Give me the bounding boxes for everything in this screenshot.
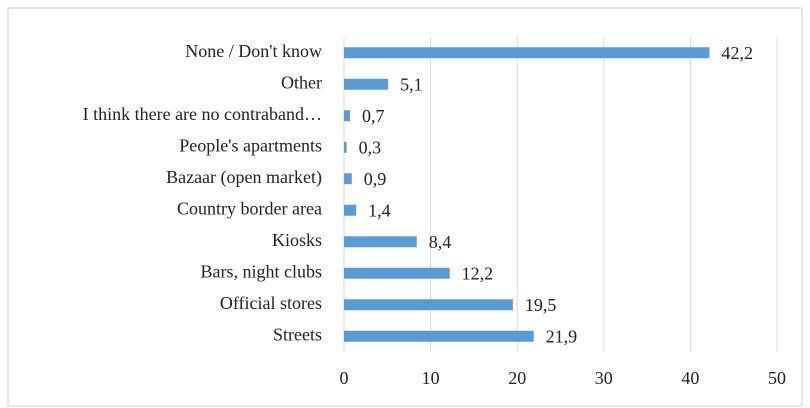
y-tick-label: Kiosks [272,230,322,250]
value-label: 0,7 [362,106,385,126]
bar [344,236,417,248]
x-tick-label: 10 [422,368,440,388]
bar [344,78,389,90]
bar [344,204,357,216]
value-label: 0,3 [359,137,382,157]
value-label: 42,2 [721,43,753,63]
value-label: 21,9 [546,326,578,346]
y-tick-label: Country border area [177,198,322,218]
value-label: 12,2 [462,263,494,283]
y-tick-label: None / Don't know [185,41,322,61]
value-label: 5,1 [400,74,423,94]
chart-frame [7,7,803,407]
value-label: 19,5 [525,295,557,315]
y-tick-label: Official stores [220,293,322,313]
bar [344,330,534,342]
y-tick-label: I think there are no contraband… [83,104,322,124]
bar [344,47,710,59]
y-tick-label: Other [281,72,322,92]
y-tick-label: Bazaar (open market) [166,167,322,188]
bar [344,141,347,153]
value-label: 0,9 [364,169,387,189]
x-tick-label: 0 [340,368,349,388]
x-tick-label: 20 [508,368,526,388]
x-tick-label: 50 [768,368,786,388]
y-tick-label: Streets [273,324,322,344]
bar [344,267,450,279]
y-tick-label: People's apartments [179,135,322,155]
value-label: 1,4 [368,200,391,220]
y-tick-label: Bars, night clubs [201,261,323,281]
bar [344,299,513,311]
bar [344,173,352,185]
x-tick-label: 40 [681,368,699,388]
x-tick-label: 30 [595,368,613,388]
value-label: 8,4 [429,232,452,252]
bar [344,110,351,122]
